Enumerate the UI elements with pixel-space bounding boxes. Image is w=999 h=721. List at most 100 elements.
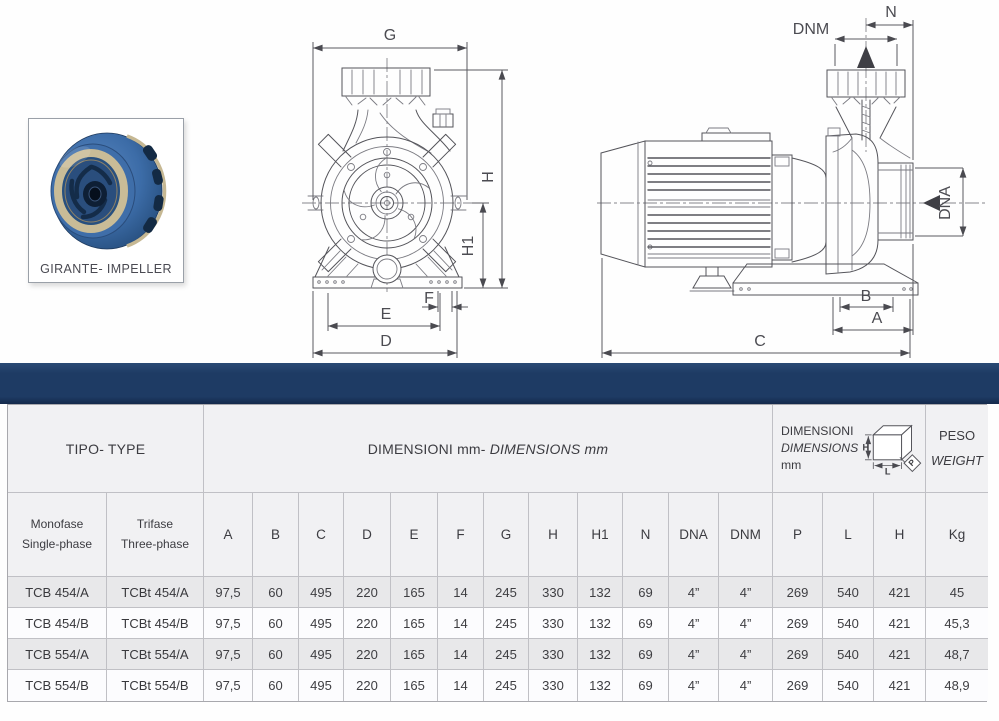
peso-label: PESO (938, 427, 976, 443)
cell-h1: 132 (578, 608, 623, 639)
cell-c: 495 (299, 608, 344, 639)
col-header-dnm: DNM (719, 493, 773, 577)
cell-p: 269 (773, 608, 823, 639)
cell-dnm: 4” (719, 608, 773, 639)
dim-label-dnm: DNM (793, 21, 829, 38)
col-header-h1: H1 (578, 493, 623, 577)
section-divider-bar (0, 363, 999, 404)
cell-dna: 4” (669, 670, 719, 701)
cell-d: 220 (344, 577, 391, 608)
cell-dnm: 4” (719, 670, 773, 701)
group-header-peso: PESO WEIGHT (926, 405, 988, 493)
cell-e: 165 (391, 670, 438, 701)
col-header-monofase: Monofase Single-phase (8, 493, 107, 577)
dim-label-dna: DNA (937, 186, 954, 220)
group-header-tipo: TIPO- TYPE (8, 405, 204, 493)
dim-label-d: D (380, 333, 392, 350)
col-header-kg: Kg (926, 493, 988, 577)
cell-c: 495 (299, 670, 344, 701)
cell-l: 540 (823, 670, 874, 701)
cell-n: 69 (623, 639, 669, 670)
col-header-trifase: Trifase Three-phase (107, 493, 204, 577)
col-header-d: D (344, 493, 391, 577)
cell-f: 14 (438, 608, 484, 639)
cell-dnm: 4” (719, 639, 773, 670)
col-header-dna: DNA (669, 493, 719, 577)
flow-up-arrow-icon (857, 46, 875, 68)
cell-a: 97,5 (204, 608, 253, 639)
cell-p: 269 (773, 670, 823, 701)
cell-g: 245 (484, 639, 529, 670)
cell-h1: 132 (578, 639, 623, 670)
cell-g: 245 (484, 608, 529, 639)
cell-c: 495 (299, 577, 344, 608)
cell-a: 97,5 (204, 577, 253, 608)
svg-text:L: L (885, 466, 891, 476)
cell-h: 330 (529, 639, 578, 670)
impeller-photo (50, 132, 167, 250)
cell-h2: 421 (874, 639, 926, 670)
group-header-dimensions: DIMENSIONI mm- DIMENSIONS mm (204, 405, 773, 493)
cell-model-mono: TCB 554/B (8, 670, 107, 701)
cell-a: 97,5 (204, 670, 253, 701)
dimensions-label-it: DIMENSIONI mm- (367, 440, 486, 457)
cell-h: 330 (529, 608, 578, 639)
overall-dimensions-label: DIMENSIONI DIMENSIONS mm (781, 423, 859, 473)
cell-n: 69 (623, 670, 669, 701)
col-header-a: A (204, 493, 253, 577)
cell-n: 69 (623, 577, 669, 608)
col-header-g: G (484, 493, 529, 577)
cell-d: 220 (344, 639, 391, 670)
spec-table: TIPO- TYPE DIMENSIONI mm- DIMENSIONS mm … (7, 404, 988, 702)
cell-kg: 48,9 (926, 670, 988, 701)
cell-d: 220 (344, 670, 391, 701)
cell-model-mono: TCB 454/A (8, 577, 107, 608)
cell-e: 165 (391, 608, 438, 639)
cell-kg: 45 (926, 577, 988, 608)
cell-c: 495 (299, 639, 344, 670)
svg-text:P: P (906, 456, 917, 467)
dim-label-a: A (872, 310, 883, 327)
dim-label-e: E (381, 306, 392, 323)
dim-label-b: B (861, 288, 872, 305)
cell-b: 60 (253, 577, 299, 608)
dim-label-c: C (754, 333, 766, 350)
cell-b: 60 (253, 639, 299, 670)
cell-g: 245 (484, 670, 529, 701)
cell-dna: 4” (669, 608, 719, 639)
cell-l: 540 (823, 639, 874, 670)
dim-label-g: G (384, 27, 396, 44)
cell-b: 60 (253, 670, 299, 701)
cell-h1: 132 (578, 670, 623, 701)
dim-label-h1: H1 (460, 236, 477, 257)
cell-d: 220 (344, 608, 391, 639)
cell-model-tri: TCBt 554/B (107, 670, 204, 701)
cell-kg: 45,3 (926, 608, 988, 639)
package-box-icon: H L P (863, 424, 922, 476)
dimensions-label-en: DIMENSIONS mm (489, 440, 609, 457)
cell-n: 69 (623, 608, 669, 639)
cell-h: 330 (529, 670, 578, 701)
col-header-c: C (299, 493, 344, 577)
cell-h1: 132 (578, 577, 623, 608)
cell-model-tri: TCBt 454/B (107, 608, 204, 639)
svg-text:H: H (863, 442, 870, 452)
col-header-e: E (391, 493, 438, 577)
cell-b: 60 (253, 608, 299, 639)
cell-p: 269 (773, 577, 823, 608)
cell-l: 540 (823, 577, 874, 608)
cell-h2: 421 (874, 670, 926, 701)
cell-e: 165 (391, 577, 438, 608)
cell-h: 330 (529, 577, 578, 608)
col-header-l: L (823, 493, 874, 577)
cell-h2: 421 (874, 608, 926, 639)
cell-model-mono: TCB 454/B (8, 608, 107, 639)
cell-model-tri: TCBt 454/A (107, 577, 204, 608)
cell-h2: 421 (874, 577, 926, 608)
dim-label-h: H (480, 171, 497, 183)
col-header-n: N (623, 493, 669, 577)
col-header-h: H (529, 493, 578, 577)
col-header-h2: H (874, 493, 926, 577)
cell-f: 14 (438, 639, 484, 670)
